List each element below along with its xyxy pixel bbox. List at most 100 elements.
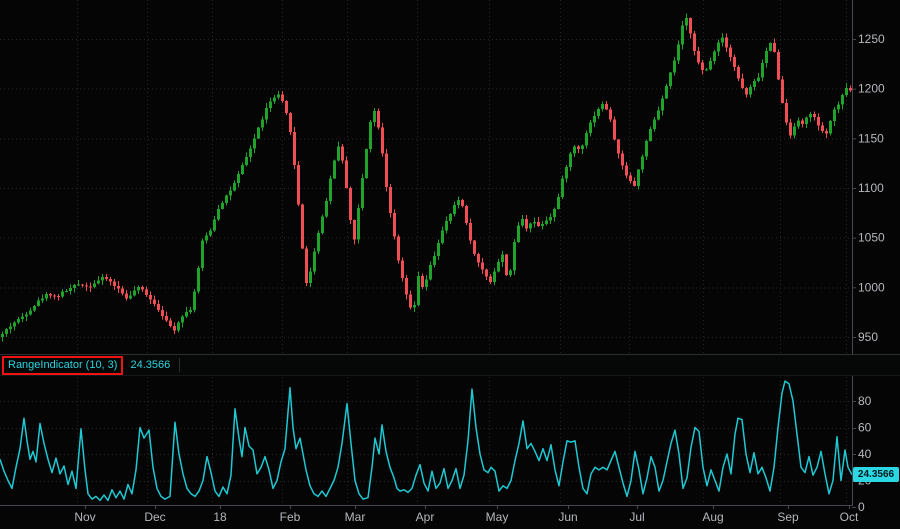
candle [677,40,680,65]
candle [393,209,396,240]
candle [117,281,120,294]
candle [741,73,744,90]
candle [705,68,708,71]
candle [797,117,800,129]
candle [317,230,320,255]
time-tick-label: 18 [213,510,227,524]
candle [793,123,796,139]
candle [513,239,516,275]
candle [597,107,600,119]
candle [73,284,76,293]
time-axis-labels: Nov Dec 18 Feb Mar Apr May Jun Jul Aug Sep Oct [74,505,859,524]
candle [313,248,316,275]
candle [349,186,352,224]
candle [473,240,476,256]
candle [445,216,448,234]
indicator-tick-label: 80 [858,394,872,408]
candle [21,313,24,323]
candle [85,282,88,291]
candle [609,107,612,122]
candle [757,72,760,83]
candle [5,327,8,338]
candle [105,273,108,282]
candle [93,279,96,289]
candle [533,217,536,228]
candle [549,213,552,224]
candle [429,261,432,281]
candle [185,307,188,318]
candle [613,116,616,141]
candle [813,111,816,121]
price-tick-label: 1200 [858,82,885,96]
time-tick-label: Dec [144,510,165,524]
candle [669,71,672,89]
candle [281,91,284,103]
price-tick-label: 1050 [858,231,885,245]
candle [605,101,608,110]
price-tick-label: 1000 [858,280,885,294]
candle [249,145,252,162]
candle [629,172,632,184]
candle [665,83,668,100]
candle [737,65,740,81]
candle [453,201,456,217]
candle [817,113,820,131]
candle [409,290,412,310]
time-axis-area[interactable] [0,505,900,529]
candle [17,317,20,325]
candle [189,307,192,314]
candle [205,232,208,244]
candle [561,175,564,199]
candle [849,85,852,93]
candle [761,59,764,81]
indicator-name-selected[interactable]: RangeIndicator (10, 3) [2,355,124,375]
candle [693,30,696,56]
price-tick-label: 1100 [858,181,884,195]
indicator-tick-label: 40 [858,447,872,461]
candle [509,269,512,277]
candle [745,87,748,98]
candle [557,193,560,210]
candle [213,215,216,232]
candle [25,312,28,321]
candle [33,305,36,312]
candle [685,13,688,30]
candle [89,282,92,292]
indicator-series [0,380,853,502]
candle [145,286,148,297]
candle [413,301,416,313]
candle [197,265,200,294]
candle [717,39,720,57]
candle [13,321,16,331]
candle [329,175,332,205]
candle [649,126,652,142]
candle [357,204,360,244]
candle [441,226,444,245]
candle [65,289,68,293]
price-axis-area[interactable] [852,0,900,505]
candle [201,238,204,271]
candle [565,164,568,183]
candle [385,148,388,192]
candle [825,128,828,139]
candle [749,84,752,98]
main-plot-area[interactable] [0,0,852,353]
time-tick-label: Oct [840,510,859,524]
candle [389,184,392,218]
indicator-plot-area[interactable] [0,377,852,505]
candle [325,198,328,219]
candle [265,102,268,124]
candle [365,148,368,179]
candle [505,253,508,276]
axes [0,0,853,506]
candle [449,213,452,224]
candle [721,33,724,47]
candle [569,151,572,172]
candle [121,285,124,296]
candle [801,118,804,128]
time-tick-label: Jun [558,510,577,524]
candle [701,59,704,75]
candle [673,57,676,76]
candle [585,130,588,149]
candle [397,234,400,264]
